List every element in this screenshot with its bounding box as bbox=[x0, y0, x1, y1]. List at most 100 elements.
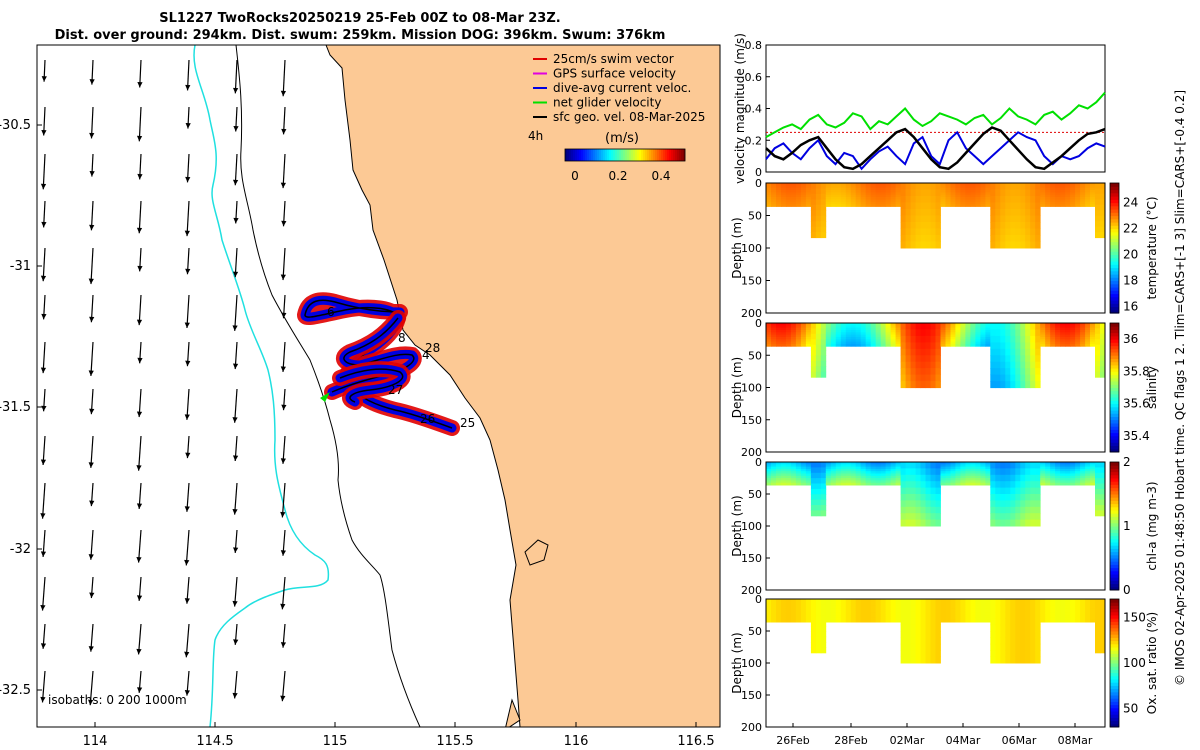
profile-cell bbox=[1075, 325, 1081, 329]
profile-cell bbox=[845, 341, 852, 345]
profile-cell bbox=[840, 601, 847, 605]
profile-cell bbox=[965, 605, 971, 609]
profile-cell bbox=[771, 343, 777, 347]
profile-cell bbox=[930, 481, 936, 489]
profile-cell bbox=[766, 341, 772, 345]
profile-cell bbox=[1035, 342, 1041, 350]
profile-cell bbox=[995, 605, 1001, 613]
profile-cell bbox=[795, 336, 802, 340]
profile-cell bbox=[1075, 185, 1081, 189]
profile-cell bbox=[790, 332, 797, 336]
profile-cell bbox=[1030, 481, 1036, 489]
profile-cell bbox=[1035, 487, 1041, 495]
profile-cell bbox=[1060, 462, 1066, 465]
profile-cell bbox=[1075, 341, 1081, 345]
profile-cell bbox=[930, 209, 936, 216]
profile-cell bbox=[870, 619, 877, 623]
profile-cell bbox=[795, 466, 802, 470]
profile-colorbar-cell bbox=[1110, 500, 1119, 505]
profile-cell bbox=[860, 201, 867, 205]
profile-cell bbox=[995, 643, 1001, 651]
profile-cell bbox=[960, 343, 966, 347]
profile-cell bbox=[855, 332, 862, 336]
map-colorbar-cell bbox=[667, 149, 670, 161]
profile-cell bbox=[985, 605, 991, 609]
profile-cell bbox=[1080, 197, 1086, 200]
profile-cell bbox=[950, 617, 956, 621]
profile-cell bbox=[1055, 325, 1061, 329]
profile-colorbar-cell bbox=[1110, 685, 1119, 690]
profile-cell bbox=[890, 204, 896, 207]
profile-colorbar-cell bbox=[1110, 653, 1119, 658]
profile-cell bbox=[900, 519, 906, 527]
profile-colorbar-cell bbox=[1110, 274, 1119, 278]
profile-cell bbox=[790, 599, 797, 602]
profile-cell bbox=[1055, 187, 1061, 191]
profile-cell bbox=[795, 187, 802, 191]
profile-cell bbox=[905, 474, 911, 482]
profile-cell bbox=[910, 196, 916, 203]
profile-colorbar-cell bbox=[1110, 545, 1119, 549]
profile-colorbar-cell bbox=[1110, 212, 1119, 217]
profile-colorbar-cell bbox=[1110, 339, 1119, 343]
profile-colorbar-cell bbox=[1110, 615, 1119, 619]
profile-cell bbox=[805, 190, 812, 193]
profile-cell bbox=[766, 615, 772, 618]
profile-cell bbox=[1040, 615, 1046, 618]
profile-cell bbox=[995, 323, 1001, 330]
profile-cell bbox=[900, 506, 906, 514]
profile-cell bbox=[820, 599, 827, 605]
profile-cell bbox=[1000, 611, 1006, 619]
profile-cell bbox=[805, 187, 812, 191]
profile-cell bbox=[975, 605, 981, 609]
profile-cell bbox=[980, 610, 986, 614]
profile-cell bbox=[845, 619, 852, 623]
profile-cell bbox=[885, 471, 891, 474]
profile-cell bbox=[1030, 342, 1036, 350]
profile-cell bbox=[1075, 466, 1081, 470]
profile-cell bbox=[880, 187, 887, 191]
profile-cell bbox=[1095, 620, 1101, 627]
profile-cell bbox=[815, 333, 822, 340]
profile-cell bbox=[776, 194, 782, 198]
profile-cell bbox=[830, 599, 837, 602]
profile-cell bbox=[885, 480, 891, 484]
profile-cell bbox=[935, 335, 941, 343]
profile-cell bbox=[1060, 190, 1066, 193]
profile-cell bbox=[1080, 482, 1086, 486]
profile-cell bbox=[1095, 483, 1101, 490]
profile-cell bbox=[771, 334, 777, 338]
profile-cell bbox=[1055, 605, 1061, 609]
profile-cell bbox=[795, 608, 802, 611]
profile-cell bbox=[850, 336, 857, 340]
profile-cell bbox=[875, 617, 882, 621]
profile-cell bbox=[781, 615, 787, 618]
profile-cell bbox=[766, 327, 772, 331]
profile-cell bbox=[1055, 617, 1061, 621]
profile-cell bbox=[1095, 631, 1101, 638]
profile-cell bbox=[930, 637, 936, 645]
profile-cell bbox=[1015, 202, 1021, 210]
profile-cell bbox=[955, 187, 961, 191]
profile-cell bbox=[790, 343, 797, 347]
profile-cell bbox=[945, 615, 951, 618]
profile-cell bbox=[805, 615, 812, 618]
profile-cell bbox=[905, 329, 911, 337]
profile-cell bbox=[895, 608, 901, 611]
profile-cell bbox=[955, 323, 961, 326]
profile-cell bbox=[995, 361, 1001, 369]
profile-cell bbox=[915, 487, 921, 495]
profile-cell bbox=[905, 468, 911, 476]
profile-colorbar-cell bbox=[1110, 663, 1119, 667]
profile-cell bbox=[1085, 204, 1091, 207]
profile-cell bbox=[970, 475, 976, 479]
profile-cell bbox=[970, 619, 976, 623]
profile-colorbar-cell bbox=[1110, 526, 1119, 530]
profile-cell bbox=[910, 462, 916, 469]
profile-cell bbox=[1000, 513, 1006, 521]
profile-cell bbox=[1100, 221, 1106, 228]
profile-cell bbox=[995, 368, 1001, 376]
profile-cell bbox=[945, 197, 951, 200]
profile-cell bbox=[1080, 204, 1086, 207]
